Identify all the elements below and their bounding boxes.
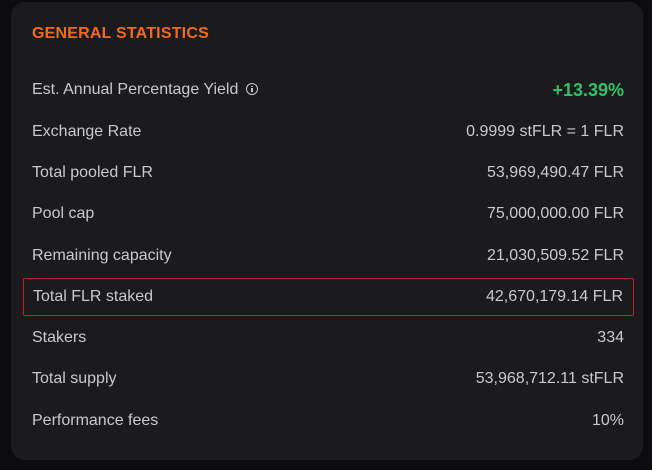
- stat-label: Exchange Rate: [32, 123, 142, 140]
- stat-label: Stakers: [32, 329, 87, 346]
- general-statistics-card: GENERAL STATISTICS Est. Annual Percentag…: [11, 2, 643, 460]
- stat-label: Total pooled FLR: [32, 164, 153, 181]
- stat-value: 42,670,179.14 FLR: [486, 288, 623, 305]
- stat-value: 10%: [591, 412, 624, 429]
- stat-value: 53,968,712.11 stFLR: [475, 370, 624, 387]
- stat-label: Pool cap: [32, 205, 95, 222]
- stat-value-apy: +13.39%: [552, 79, 624, 100]
- stat-value: 21,030,509.52 FLR: [487, 247, 624, 264]
- stat-row-total-supply: Total supply 53,968,712.11 stFLR: [23, 360, 634, 398]
- stat-row-apy: Est. Annual Percentage Yield +13.39%: [23, 71, 634, 109]
- stat-value: 53,969,490.47 FLR: [487, 164, 624, 181]
- stat-row-remaining-capacity: Remaining capacity 21,030,509.52 FLR: [23, 237, 634, 275]
- stat-row-stakers: Stakers 334: [23, 319, 634, 357]
- stat-row-total-staked: Total FLR staked 42,670,179.14 FLR: [23, 278, 634, 316]
- stat-row-total-pooled: Total pooled FLR 53,969,490.47 FLR: [23, 154, 634, 192]
- stat-row-exchange-rate: Exchange Rate 0.9999 stFLR = 1 FLR: [23, 113, 634, 151]
- stat-label: Performance fees: [32, 412, 159, 429]
- stat-row-performance-fees: Performance fees 10%: [23, 402, 634, 440]
- stat-label: Remaining capacity: [32, 247, 172, 264]
- info-icon[interactable]: [246, 83, 259, 95]
- card-title: GENERAL STATISTICS: [32, 25, 209, 42]
- stat-label: Est. Annual Percentage Yield: [32, 81, 239, 98]
- stat-label: Total supply: [32, 370, 117, 387]
- stat-value: 0.9999 stFLR = 1 FLR: [466, 123, 624, 140]
- stat-value: 75,000,000.00 FLR: [487, 205, 624, 222]
- stat-row-pool-cap: Pool cap 75,000,000.00 FLR: [23, 195, 634, 233]
- stat-value: 334: [597, 329, 624, 346]
- stat-label: Total FLR staked: [33, 288, 154, 305]
